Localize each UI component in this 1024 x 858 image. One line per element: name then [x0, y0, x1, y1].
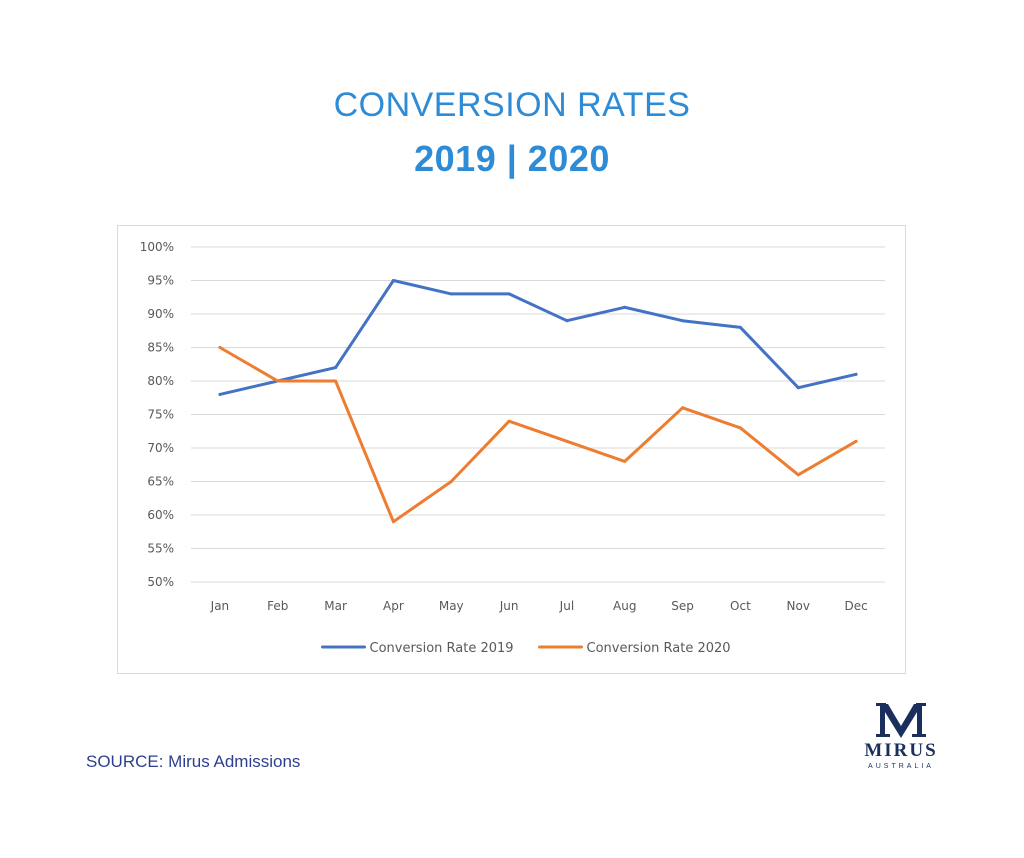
chart-subtitle: 2019 | 2020 — [414, 138, 610, 179]
x-tick-label: Oct — [730, 599, 751, 613]
data-point — [218, 346, 222, 349]
x-tick-label: Sep — [671, 599, 694, 613]
series-line-1 — [218, 279, 858, 396]
data-point — [507, 419, 511, 423]
data-point — [565, 439, 569, 443]
chart-area: 50% 55% 60% 65% 70% 75% 80% 85% 90% 95% 100% Jan Feb… — [117, 225, 906, 674]
data-point — [623, 459, 627, 463]
y-tick-label: 70% — [147, 441, 174, 455]
y-tick-label: 95% — [147, 274, 174, 288]
x-tick-label: Jan — [210, 599, 230, 613]
data-point — [796, 473, 800, 477]
y-tick-label: 75% — [147, 408, 174, 422]
mirus-monogram-icon — [876, 703, 926, 738]
x-tick-label: Apr — [383, 599, 404, 613]
x-tick-label: Feb — [267, 599, 288, 613]
x-tick-label: Aug — [613, 599, 636, 613]
data-point — [854, 439, 858, 443]
data-point — [334, 366, 338, 370]
y-tick-label: 60% — [147, 508, 174, 522]
y-tick-label: 50% — [147, 575, 174, 589]
series-line-2 — [218, 346, 858, 524]
y-tick-label: 85% — [147, 341, 174, 355]
data-point — [565, 319, 569, 323]
x-tick-label: May — [439, 599, 464, 613]
y-tick-label: 55% — [147, 542, 174, 556]
x-tick-label: Dec — [844, 599, 867, 613]
data-point — [796, 386, 800, 390]
data-point — [334, 379, 338, 383]
data-point — [507, 292, 511, 296]
source-note: SOURCE: Mirus Admissions — [86, 752, 301, 771]
legend-label: Conversion Rate 2019 — [370, 641, 514, 656]
data-point — [449, 480, 453, 483]
data-point — [391, 279, 395, 282]
y-tick-label: 65% — [147, 475, 174, 489]
data-point — [276, 379, 280, 383]
x-tick-label: Jul — [559, 599, 574, 613]
mirus-logo: MIRUS AUSTRALIA — [858, 700, 944, 778]
line-chart: 50% 55% 60% 65% 70% 75% 80% 85% 90% 95% 100% Jan Feb… — [140, 240, 885, 656]
legend-label: Conversion Rate 2020 — [587, 641, 731, 656]
data-point — [738, 325, 742, 329]
data-point — [681, 406, 685, 410]
data-point — [854, 372, 858, 376]
data-point — [391, 520, 395, 524]
chart-title: CONVERSION RATES — [333, 86, 691, 124]
data-point — [623, 305, 627, 309]
data-point — [218, 392, 222, 396]
y-tick-label: 90% — [147, 307, 174, 321]
logo-subtext: AUSTRALIA — [868, 763, 934, 770]
data-point — [449, 292, 453, 296]
x-tick-label: Mar — [324, 599, 347, 613]
y-tick-label: 100% — [140, 240, 174, 254]
data-point — [681, 319, 685, 323]
logo-wordmark: MIRUS — [864, 740, 938, 761]
x-tick-label: Nov — [787, 599, 810, 613]
data-point — [738, 426, 742, 430]
x-tick-label: Jun — [499, 599, 519, 613]
y-tick-label: 80% — [147, 374, 174, 388]
